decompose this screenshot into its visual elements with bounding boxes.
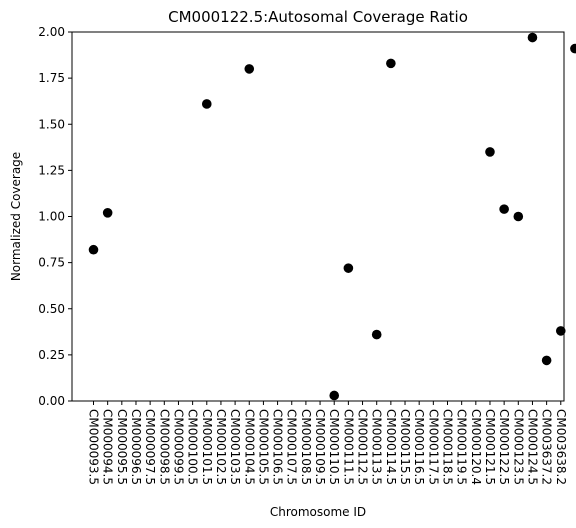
- x-tick-label: CM000123.5: [511, 409, 525, 485]
- data-point: [485, 147, 495, 157]
- y-tick-label: 1.00: [38, 210, 65, 224]
- y-tick-label: 2.00: [38, 25, 65, 39]
- x-tick-label: CM000111.5: [341, 409, 355, 485]
- data-point: [386, 58, 396, 69]
- x-tick-label: CM000114.5: [384, 409, 398, 485]
- x-tick-label: CM000124.5: [525, 409, 539, 485]
- x-tick-label: CM000115.5: [398, 409, 412, 485]
- x-tick-label: CM000097.5: [143, 409, 157, 485]
- x-tick-label: CM000098.5: [157, 409, 171, 485]
- x-tick-label: CM000107.5: [285, 409, 299, 485]
- x-tick-label: CM000105.5: [256, 409, 270, 485]
- x-tick-label: CM000120.4: [469, 409, 483, 485]
- y-tick-label: 1.25: [38, 163, 65, 177]
- data-point: [527, 32, 538, 43]
- y-tick-label: 0.00: [38, 394, 65, 408]
- x-axis-label: Chromosome ID: [270, 505, 366, 519]
- x-tick-label: CM000099.5: [171, 409, 185, 485]
- chart-title: CM000122.5:Autosomal Coverage Ratio: [168, 8, 468, 26]
- data-point: [343, 263, 354, 273]
- x-tick-label: CM003637.2: [540, 409, 554, 485]
- data-point: [555, 326, 566, 336]
- x-tick-label: CM000096.5: [129, 409, 143, 485]
- y-tick-label: 0.75: [38, 256, 65, 270]
- x-tick-label: CM000103.5: [228, 409, 242, 485]
- x-tick-label: CM000093.5: [87, 409, 101, 485]
- y-axis-label: Normalized Coverage: [9, 152, 23, 281]
- x-tick-label: CM000117.5: [426, 409, 440, 485]
- x-tick-label: CM000108.5: [299, 409, 313, 485]
- x-tick-label: CM000106.5: [271, 409, 285, 485]
- x-tick-label: CM000101.5: [200, 409, 214, 485]
- x-tick-label: CM003638.2: [554, 409, 568, 485]
- x-tick-label: CM000112.5: [356, 409, 370, 485]
- y-tick-label: 0.25: [38, 348, 65, 362]
- x-tick-label: CM000109.5: [313, 409, 327, 485]
- y-axis: 0.00 0.25 0.50 0.75 1.00 1.25 1.50 1.75 2.00: [38, 25, 72, 408]
- data-point: [88, 244, 99, 255]
- data-point: [102, 208, 113, 218]
- x-tick-label: CM000110.5: [327, 409, 341, 485]
- x-tick-label: CM000113.5: [370, 409, 384, 485]
- y-tick-label: 0.50: [38, 302, 65, 316]
- data-point: [329, 390, 340, 401]
- x-tick-label: CM000094.5: [101, 409, 115, 485]
- plot-frame: [71, 31, 565, 402]
- y-tick-label: 1.50: [38, 117, 65, 131]
- x-tick-label: CM000095.5: [115, 409, 129, 485]
- x-tick-label: CM000100.5: [186, 409, 200, 485]
- x-tick-label: CM000118.5: [441, 409, 455, 485]
- x-tick-label: CM000121.5: [483, 409, 497, 485]
- data-points: [88, 32, 576, 401]
- plot-area: [71, 31, 565, 402]
- data-point: [201, 99, 212, 109]
- x-tick-label: CM000122.5: [497, 409, 511, 485]
- data-point: [513, 211, 524, 222]
- x-tick-label: CM000102.5: [214, 409, 228, 485]
- y-tick-label: 1.75: [38, 71, 65, 85]
- data-point: [371, 329, 382, 340]
- x-axis: CM000093.5 CM000094.5 CM000095.5 CM000096.5…: [87, 401, 568, 485]
- data-point: [499, 204, 509, 214]
- data-point: [244, 64, 255, 74]
- x-tick-label: CM000116.5: [412, 409, 426, 485]
- x-tick-label: CM000119.5: [455, 409, 469, 485]
- data-point: [570, 43, 576, 54]
- x-tick-label: CM000104.5: [242, 409, 256, 485]
- data-point: [541, 355, 552, 366]
